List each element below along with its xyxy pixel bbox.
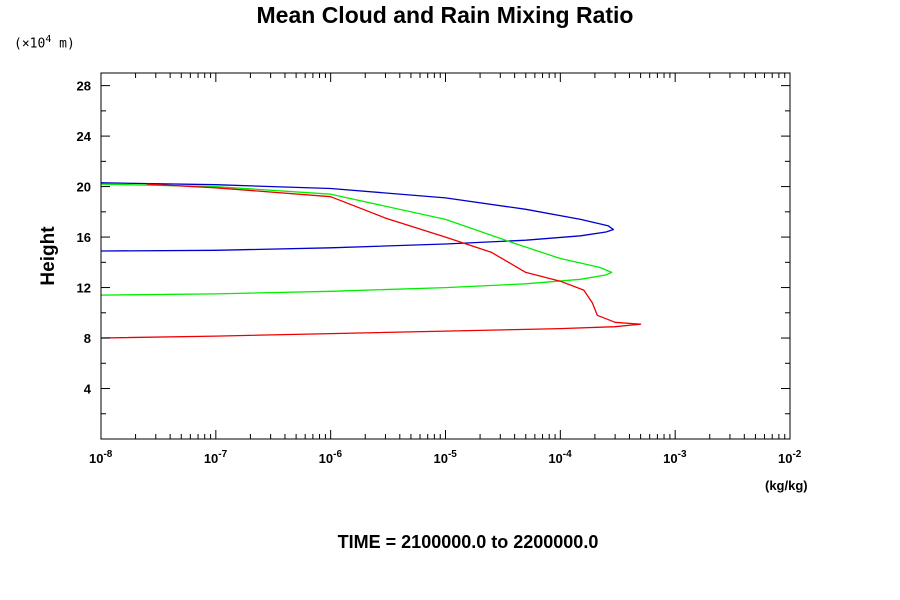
y-tick-label: 28 <box>77 79 91 94</box>
x-tick-label: 10-7 <box>204 449 228 466</box>
y-unit-prefix: (×10 <box>14 36 46 52</box>
axis-ticks: 10-8 10-7 10-6 10-5 10-4 10-3 10-2 4 8 12 16 20 24 28 <box>77 73 802 466</box>
series-line-2 <box>100 183 613 296</box>
y-unit-suffix: m) <box>51 36 75 52</box>
y-tick-label: 8 <box>84 331 91 346</box>
x-tick-label: 10-4 <box>548 449 572 466</box>
series-group <box>100 182 642 339</box>
x-tick-label: 10-2 <box>778 449 802 466</box>
y-axis-title: Height <box>38 226 59 286</box>
time-range-footer: TIME = 2100000.0 to 2200000.0 <box>337 532 599 552</box>
x-tick-label: 10-3 <box>663 449 687 466</box>
x-tick-label: 10-5 <box>434 449 458 466</box>
y-tick-label: 24 <box>77 129 92 144</box>
x-tick-label: 10-6 <box>319 449 343 466</box>
y-tick-label: 16 <box>77 230 91 245</box>
y-tick-label: 12 <box>77 281 91 296</box>
plot-frame <box>100 72 791 440</box>
x-tick-label: 10-8 <box>89 449 113 466</box>
series-line-3 <box>100 183 642 339</box>
x-axis-unit-label: (kg/kg) <box>765 478 808 493</box>
series-line-1 <box>100 182 615 252</box>
y-axis-unit-label: (×104 m) <box>14 34 75 51</box>
y-tick-label: 20 <box>77 180 91 195</box>
y-unit-exponent: 4 <box>45 34 52 45</box>
y-tick-label: 4 <box>84 382 92 397</box>
chart-title: Mean Cloud and Rain Mixing Ratio <box>256 2 634 28</box>
